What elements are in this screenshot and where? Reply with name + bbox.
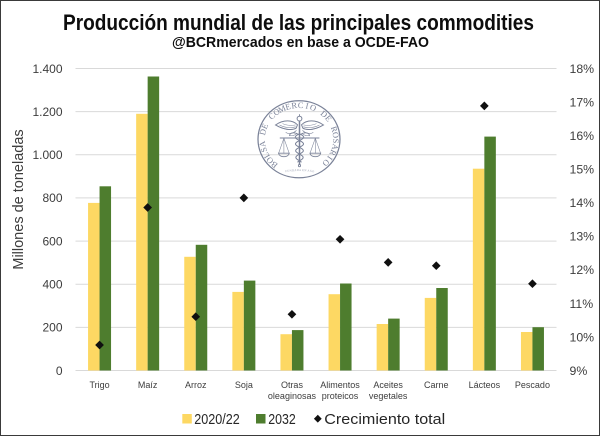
svg-text:I: I xyxy=(304,101,309,110)
svg-text:Crecimiento total: Crecimiento total xyxy=(324,411,445,427)
svg-text:D: D xyxy=(258,128,268,136)
svg-text:0: 0 xyxy=(55,363,62,377)
svg-text:200: 200 xyxy=(42,320,62,334)
svg-text:Producción mundial de las prin: Producción mundial de las principales co… xyxy=(63,9,534,34)
svg-text:600: 600 xyxy=(42,234,62,248)
svg-text:E: E xyxy=(284,101,291,111)
svg-text:vegetales: vegetales xyxy=(368,390,407,400)
svg-text:2020/22: 2020/22 xyxy=(194,411,240,427)
svg-text:O: O xyxy=(308,102,317,113)
svg-text:D: D xyxy=(318,108,328,119)
svg-text:10%: 10% xyxy=(569,330,594,344)
svg-text:O: O xyxy=(264,155,275,165)
svg-text:15%: 15% xyxy=(569,162,594,176)
svg-text:S: S xyxy=(258,145,268,153)
svg-text:400: 400 xyxy=(42,277,62,291)
svg-text:800: 800 xyxy=(42,191,62,205)
svg-text:A: A xyxy=(329,142,339,150)
svg-text:E: E xyxy=(323,113,333,123)
svg-text:14%: 14% xyxy=(569,196,594,210)
svg-text:Lácteos: Lácteos xyxy=(468,380,500,390)
svg-text:Millones de toneladas: Millones de toneladas xyxy=(11,129,27,269)
svg-text:Arroz: Arroz xyxy=(184,380,206,390)
svg-text:E: E xyxy=(259,122,269,130)
svg-text:O: O xyxy=(320,157,331,168)
svg-text:O: O xyxy=(330,131,340,138)
svg-text:Otras: Otras xyxy=(280,380,303,390)
svg-text:1.000: 1.000 xyxy=(32,148,62,162)
svg-text:9%: 9% xyxy=(569,363,587,377)
svg-text:2032: 2032 xyxy=(268,411,296,427)
svg-text:R: R xyxy=(328,125,338,134)
svg-text:Trigo: Trigo xyxy=(89,380,109,390)
svg-text:Alimentos: Alimentos xyxy=(320,380,360,390)
svg-text:R: R xyxy=(290,100,297,110)
svg-text:Aceites: Aceites xyxy=(373,380,403,390)
svg-text:@BCRmercados en base a OCDE-FA: @BCRmercados en base a OCDE-FAO xyxy=(172,34,429,51)
svg-text:proteicos: proteicos xyxy=(321,390,358,400)
svg-text:1.400: 1.400 xyxy=(32,61,62,75)
svg-text:C: C xyxy=(297,100,303,109)
svg-text:Maíz: Maíz xyxy=(137,380,157,390)
svg-text:B: B xyxy=(269,159,279,170)
svg-text:17%: 17% xyxy=(569,95,594,109)
svg-text:Pescado: Pescado xyxy=(514,380,549,390)
svg-text:C: C xyxy=(266,110,277,121)
svg-text:18%: 18% xyxy=(569,61,594,75)
svg-text:O: O xyxy=(271,106,281,117)
svg-text:11%: 11% xyxy=(569,296,593,310)
svg-text:S: S xyxy=(331,138,340,143)
svg-text:oleaginosas: oleaginosas xyxy=(267,390,316,400)
svg-text:16%: 16% xyxy=(569,129,594,143)
svg-text:A: A xyxy=(257,140,267,147)
svg-text:R: R xyxy=(327,148,338,157)
svg-text:1.200: 1.200 xyxy=(32,104,62,118)
svg-text:13%: 13% xyxy=(569,229,594,243)
svg-text:L: L xyxy=(261,150,271,159)
svg-text:12%: 12% xyxy=(569,263,594,277)
svg-text:I: I xyxy=(325,154,334,162)
svg-text:M: M xyxy=(276,103,287,115)
svg-text:Soja: Soja xyxy=(234,380,252,390)
svg-text:Carne: Carne xyxy=(423,380,448,390)
